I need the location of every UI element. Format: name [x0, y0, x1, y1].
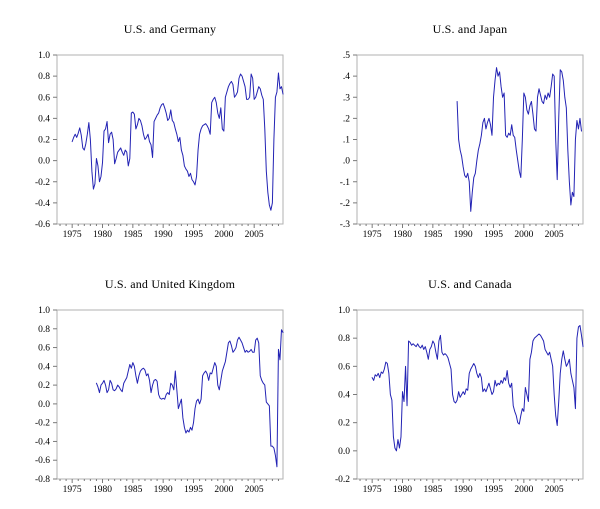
y-tick-label: .3 — [343, 93, 350, 103]
y-tick-label: 0.6 — [38, 93, 50, 103]
x-tick-label: 1995 — [484, 230, 503, 240]
y-tick-label: 0.6 — [338, 362, 350, 372]
y-tick-label: -0.2 — [35, 178, 50, 188]
y-tick-label: .1 — [343, 136, 350, 146]
y-tick-label: 1.0 — [38, 51, 50, 61]
x-tick-label: 2005 — [245, 230, 264, 240]
x-tick-label: 1985 — [423, 230, 442, 240]
chart-panel-us-germany: U.S. and Germany 1.0 0.8 0.6 0.4 0.2 0.0 -0.2 -… — [0, 0, 300, 254]
chart-panel-us-canada: U.S. and Canada 1.0 0.8 0.6 0.4 0.2 0.0 -0.2 19… — [300, 255, 600, 509]
y-tick-label: -0.4 — [35, 437, 50, 447]
y-tick-label: 0.2 — [38, 381, 50, 391]
y-tick-label: 0.0 — [38, 400, 50, 410]
y-tick-label: 1.0 — [38, 306, 50, 316]
data-line — [71, 72, 284, 211]
chart-title: U.S. and Japan — [432, 22, 508, 36]
x-tick-label: 1990 — [454, 485, 473, 495]
chart-title: U.S. and Canada — [428, 277, 512, 291]
x-tick-label: 1980 — [393, 485, 412, 495]
y-tick-label: 0.8 — [338, 334, 350, 344]
x-tick-label: 2000 — [514, 485, 533, 495]
x-tick-label: 1995 — [184, 485, 203, 495]
y-tick-label: -.2 — [340, 199, 351, 209]
x-tick-label: 1990 — [454, 230, 473, 240]
plot-frame — [356, 309, 584, 480]
y-tick-label: -0.6 — [35, 220, 50, 230]
plot-frame — [56, 54, 284, 225]
x-tick-label: 1990 — [154, 230, 173, 240]
x-tick-label: 2000 — [214, 230, 233, 240]
y-tick-label: 0.8 — [38, 72, 50, 82]
y-tick-label: .0 — [343, 157, 350, 167]
x-tick-label: 1985 — [123, 485, 142, 495]
y-tick-label: -0.2 — [335, 475, 350, 485]
x-tick-label: 1980 — [93, 485, 112, 495]
y-tick-label: 0.4 — [38, 362, 50, 372]
data-line — [95, 329, 284, 468]
x-tick-label: 2000 — [214, 485, 233, 495]
chart-title: U.S. and United Kingdom — [104, 277, 236, 291]
y-tick-label: -0.4 — [35, 199, 50, 209]
y-tick-label: .5 — [343, 51, 350, 61]
y-tick-label: 0.4 — [338, 391, 350, 401]
y-tick-label: -.3 — [340, 220, 351, 230]
data-line — [371, 324, 584, 452]
x-tick-label: 1975 — [363, 485, 382, 495]
x-tick-label: 1995 — [484, 485, 503, 495]
y-tick-label: 0.0 — [338, 447, 350, 457]
chart-title: U.S. and Germany — [123, 22, 217, 36]
y-tick-label: 0.0 — [38, 157, 50, 167]
line-chart-us-japan: .5 .4 .3 .2 .1 .0 -.1 -.2 -.3 1975 1980 1985 1990 199… — [340, 51, 584, 240]
y-tick-label: 0.2 — [38, 136, 50, 146]
x-tick-label: 1995 — [184, 230, 203, 240]
y-tick-label: 0.6 — [38, 344, 50, 354]
x-tick-label: 1980 — [93, 230, 112, 240]
data-line — [456, 67, 582, 212]
x-tick-label: 2005 — [245, 485, 264, 495]
line-chart-us-united-kingdom: 1.0 0.8 0.6 0.4 0.2 0.0 -0.2 -0.4 -0.6 -0.8 1975 19… — [35, 306, 284, 495]
chart-panel-us-japan: U.S. and Japan .5 .4 .3 .2 .1 .0 -.1 -.2 -.3 1975… — [300, 0, 600, 254]
y-tick-label: -0.2 — [35, 419, 50, 429]
y-tick-label: 0.4 — [38, 114, 50, 124]
x-tick-label: 1985 — [123, 230, 142, 240]
plot-frame — [56, 309, 284, 480]
y-tick-label: 1.0 — [338, 306, 350, 316]
x-tick-label: 1975 — [63, 230, 82, 240]
y-tick-label: 0.2 — [338, 419, 350, 429]
x-tick-label: 1975 — [63, 485, 82, 495]
y-tick-label: -0.8 — [35, 475, 50, 485]
y-tick-label: 0.8 — [38, 325, 50, 335]
x-tick-label: 2005 — [545, 485, 564, 495]
line-chart-us-germany: 1.0 0.8 0.6 0.4 0.2 0.0 -0.2 -0.4 -0.6 1975 1980 19… — [35, 51, 284, 240]
x-tick-label: 2005 — [545, 230, 564, 240]
y-tick-label: -.1 — [340, 178, 351, 188]
x-tick-label: 1980 — [393, 230, 412, 240]
y-tick-label: -0.6 — [35, 456, 50, 466]
x-tick-label: 1990 — [154, 485, 173, 495]
y-tick-label: .2 — [343, 114, 350, 124]
chart-panel-us-united-kingdom: U.S. and United Kingdom 1.0 0.8 0.6 0.4 0.2 0… — [0, 255, 300, 509]
x-tick-label: 1985 — [423, 485, 442, 495]
x-tick-label: 1975 — [363, 230, 382, 240]
x-tick-label: 2000 — [514, 230, 533, 240]
line-chart-us-canada: 1.0 0.8 0.6 0.4 0.2 0.0 -0.2 1975 1980 1985 1990 19… — [335, 306, 584, 495]
y-tick-label: .4 — [343, 72, 350, 82]
